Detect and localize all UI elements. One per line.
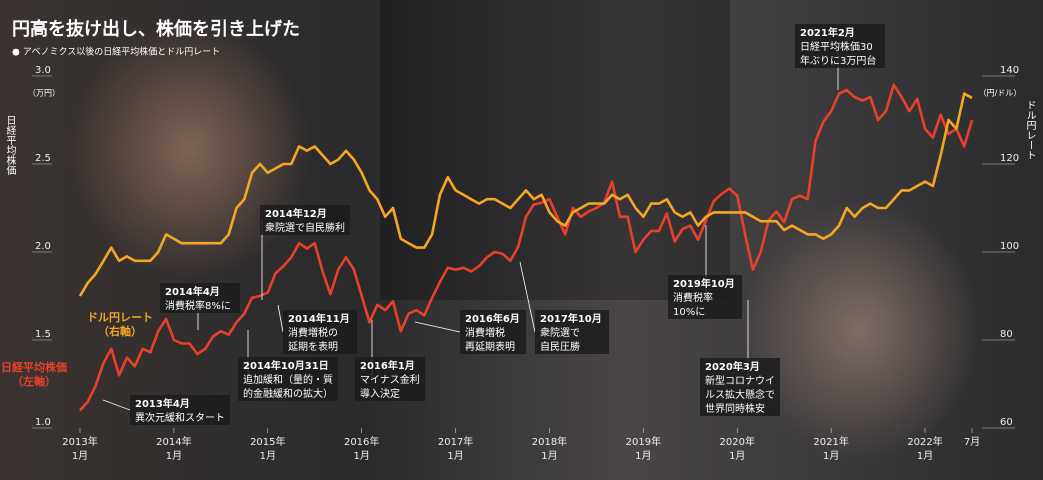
chart-subtitle: ● アベノミクス以後の日経平均株価とドル円レート (12, 46, 220, 58)
annotation-title: 2014年11月 (288, 312, 350, 325)
x-tick-label: 2020年 1月 (720, 435, 755, 462)
annotation-text: 年ぶりに3万円台 (800, 54, 876, 67)
annotation-text: 新型コロナウイ (705, 374, 775, 387)
annotation-text: 追加緩和（量的・質 (243, 373, 333, 386)
annotation-text: 日経平均株価30 (800, 40, 873, 53)
annotation-text: 消費税率8%に (165, 299, 231, 312)
annotation-text: 世界同時株安 (705, 402, 765, 415)
y-tick-label: 1.0 (35, 417, 51, 428)
x-tick-label: 2017年 1月 (438, 435, 473, 462)
annotation-title: 2017年10月 (540, 312, 602, 325)
annotation-title: 2014年10月31日 (243, 359, 329, 372)
annotation-box (700, 358, 780, 416)
annotation-title: 2014年4月 (165, 285, 220, 298)
annotation-text: 10%に (673, 306, 705, 318)
y2-tick-label: 140 (1000, 65, 1019, 76)
y2-tick-label: 100 (1000, 241, 1019, 252)
y-tick-label: 1.5 (35, 329, 51, 340)
annotation-text: 再延期表明 (465, 340, 515, 353)
legend-axis-note: （左軸） (12, 374, 56, 388)
x-tick-label: 2022年 1月 (907, 435, 942, 462)
x-tick-label: 7月 (964, 436, 980, 448)
y-tick-label: 3.0 (35, 65, 51, 76)
annotation-box (668, 275, 742, 319)
annotation-box (260, 205, 350, 235)
annotation-text: 消費増税の (288, 326, 338, 339)
y2-axis-title: ドル円レート (1024, 100, 1036, 160)
y2-tick-label: 80 (1000, 329, 1013, 340)
annotation-text: ルス拡大懸念で (705, 388, 775, 401)
legend-label: ドル円レート (87, 311, 153, 324)
annotation-box (460, 310, 526, 354)
y-axis-title: 日経平均株価 (4, 115, 16, 175)
y2-axis-unit: （円/ドル） (979, 89, 1022, 98)
annotation-leader (414, 321, 461, 333)
annotation-text: 自民圧勝 (540, 340, 580, 353)
series-line (79, 83, 974, 412)
chart-title: 円高を抜け出し、株価を引き上げた (12, 18, 300, 40)
annotation-text: 衆院選で (540, 326, 580, 339)
annotation-title: 2021年2月 (800, 26, 855, 39)
annotation-box (535, 310, 609, 354)
photo-figure (70, 20, 310, 280)
x-tick-label: 2015年 1月 (250, 435, 285, 462)
annotation-leader (102, 399, 131, 411)
x-tick-label: 2019年 1月 (626, 435, 661, 462)
annotation-title: 2016年1月 (360, 359, 415, 372)
annotation-text: マイナス金利 (360, 373, 420, 386)
annotation-leader (519, 261, 536, 333)
annotation-text: 的金融緩和の拡大） (243, 387, 333, 400)
annotation-box (283, 310, 357, 354)
annotation-text: 導入決定 (360, 387, 400, 400)
annotation-text: 異次元緩和スタート (135, 411, 225, 424)
annotation-text: 延期を表明 (288, 340, 338, 353)
legend-label: 日経平均株価 (1, 360, 67, 374)
annotation-title: 2020年3月 (705, 360, 760, 373)
annotation-text: 衆院選で自民勝利 (265, 221, 345, 234)
legend-axis-note: （右軸） (98, 324, 142, 338)
y-tick-label: 2.5 (35, 153, 51, 164)
x-tick-label: 2013年 1月 (62, 435, 97, 462)
annotation-title: 2013年4月 (135, 397, 190, 410)
annotation-box (795, 24, 885, 68)
photo-group (380, 0, 730, 300)
annotation-leader (277, 304, 284, 333)
photo-figure (740, 200, 980, 460)
annotation-title: 2014年12月 (265, 207, 327, 220)
annotation-title: 2016年6月 (465, 312, 520, 325)
y2-tick-label: 120 (1000, 153, 1019, 164)
annotation-box (160, 283, 240, 313)
annotation-title: 2019年10月 (673, 277, 735, 290)
x-tick-label: 2021年 1月 (813, 435, 848, 462)
y2-tick-label: 60 (1000, 417, 1013, 428)
series-line (78, 92, 973, 297)
annotation-text: 消費税率 (673, 291, 713, 304)
y-tick-label: 2.0 (35, 241, 51, 252)
y-axis-unit: （万円） (28, 89, 60, 98)
annotation-box (355, 357, 425, 401)
annotation-text: 消費増税 (465, 326, 505, 339)
annotation-box (130, 395, 230, 425)
x-tick-label: 2016年 1月 (344, 435, 379, 462)
x-tick-label: 2018年 1月 (532, 435, 567, 462)
x-tick-label: 2014年 1月 (156, 435, 191, 462)
annotation-box (238, 357, 338, 401)
